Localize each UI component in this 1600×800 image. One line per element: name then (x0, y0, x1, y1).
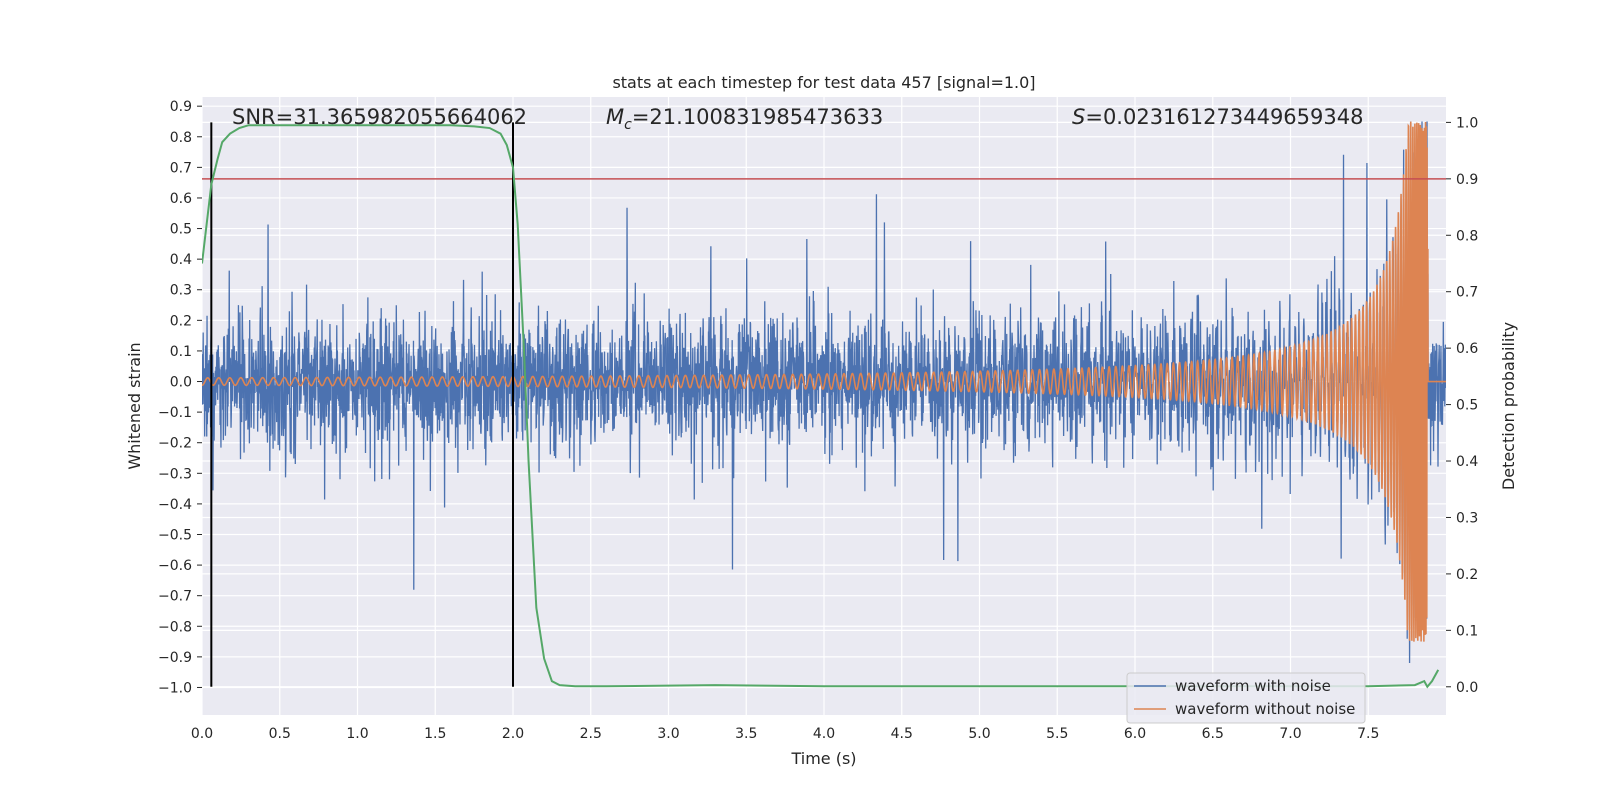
x-tick-label: 4.5 (891, 726, 913, 742)
y-left-tick-label: 0.3 (170, 283, 192, 299)
s-annotation: S=0.023161273449659348 (1072, 105, 1363, 129)
series-waveform-with-noise (202, 121, 1446, 663)
y-right-tick-label: 0.1 (1456, 623, 1478, 639)
y-left-tick-label: 0.9 (170, 99, 192, 115)
legend-box (1126, 672, 1366, 724)
x-tick-label: 7.5 (1357, 726, 1379, 742)
y-left-tick-label: 0.7 (170, 160, 192, 176)
y-right-tick-label: 0.7 (1456, 285, 1478, 301)
legend-label-clean: waveform without noise (1175, 700, 1355, 718)
y-left-tick-label: 0.8 (170, 130, 192, 146)
s-symbol: S (1072, 105, 1085, 129)
chirp-mass-annotation: Mc=21.100831985473633 (606, 105, 883, 133)
x-tick-label: 1.5 (424, 726, 446, 742)
y-left-tick-label: −0.5 (158, 527, 192, 543)
legend-label-noise: waveform with noise (1175, 677, 1331, 695)
y-left-tick-label: 0.6 (170, 191, 192, 207)
y-axis-right-label: Detection probability (1499, 322, 1518, 490)
x-tick-label: 5.0 (968, 726, 990, 742)
x-tick-label: 0.5 (269, 726, 291, 742)
y-right-tick-label: 0.6 (1456, 341, 1478, 357)
y-axis-left-label: Whitened strain (125, 342, 144, 469)
y-right-tick-label: 0.5 (1456, 398, 1478, 414)
y-axis-left-ticks: 0.9 0.8 0.7 0.6 0.5 0.4 0.3 0.2 0.1 0.0 −0.1 −0.2 −0… (158, 99, 202, 696)
y-left-tick-label: −0.3 (158, 466, 192, 482)
x-tick-label: 2.0 (502, 726, 524, 742)
chirp-mass-value: =21.100831985473633 (632, 105, 883, 129)
y-right-tick-label: 1.0 (1456, 115, 1478, 131)
chirp-mass-subscript: c (624, 117, 632, 133)
y-right-tick-label: 0.3 (1456, 510, 1478, 526)
x-tick-label: 0.0 (191, 726, 213, 742)
y-left-tick-label: −1.0 (158, 680, 192, 696)
y-left-tick-label: −0.4 (158, 497, 192, 513)
y-left-tick-label: 0.4 (170, 252, 192, 268)
y-left-tick-label: −0.9 (158, 650, 192, 666)
plot-content (202, 121, 1446, 689)
y-right-tick-label: 0.9 (1456, 172, 1478, 188)
x-tick-label: 3.0 (657, 726, 679, 742)
x-tick-label: 7.0 (1279, 726, 1301, 742)
y-left-tick-label: 0.5 (170, 222, 192, 238)
series-waveform-without-noise (202, 121, 1446, 642)
y-left-tick-label: 0.1 (170, 344, 192, 360)
y-left-tick-label: 0.2 (170, 313, 192, 329)
y-axis-right-ticks: 1.0 0.9 0.8 0.7 0.6 0.5 0.4 0.3 0.2 0.1 0.0 (1446, 115, 1478, 696)
x-axis-ticks: 0.0 0.5 1.0 1.5 2.0 2.5 3.0 3.5 4.0 4.5 5.0 5.5 6.0 6… (191, 726, 1380, 742)
y-left-tick-label: −0.2 (158, 436, 192, 452)
x-tick-label: 4.0 (813, 726, 835, 742)
s-value: =0.023161273449659348 (1085, 105, 1363, 129)
y-right-tick-label: 0.0 (1456, 680, 1478, 696)
y-left-tick-label: −0.6 (158, 558, 192, 574)
y-left-tick-label: −0.7 (158, 589, 192, 605)
y-left-tick-label: 0.0 (170, 375, 192, 391)
chart-title: stats at each timestep for test data 457… (612, 73, 1035, 92)
x-tick-label: 6.5 (1202, 726, 1224, 742)
y-left-tick-label: −0.1 (158, 405, 192, 421)
x-tick-label: 5.5 (1046, 726, 1068, 742)
y-left-tick-label: −0.8 (158, 619, 192, 635)
x-tick-label: 2.5 (580, 726, 602, 742)
legend: waveform with noise waveform without noi… (1126, 672, 1366, 724)
y-right-tick-label: 0.4 (1456, 454, 1478, 470)
x-tick-label: 6.0 (1124, 726, 1146, 742)
y-right-tick-label: 0.8 (1456, 228, 1478, 244)
x-tick-label: 3.5 (735, 726, 757, 742)
snr-annotation: SNR=31.365982055664062 (232, 105, 527, 129)
x-tick-label: 1.0 (346, 726, 368, 742)
chirp-mass-symbol: M (606, 105, 624, 129)
y-right-tick-label: 0.2 (1456, 567, 1478, 583)
x-axis-label: Time (s) (790, 749, 856, 768)
